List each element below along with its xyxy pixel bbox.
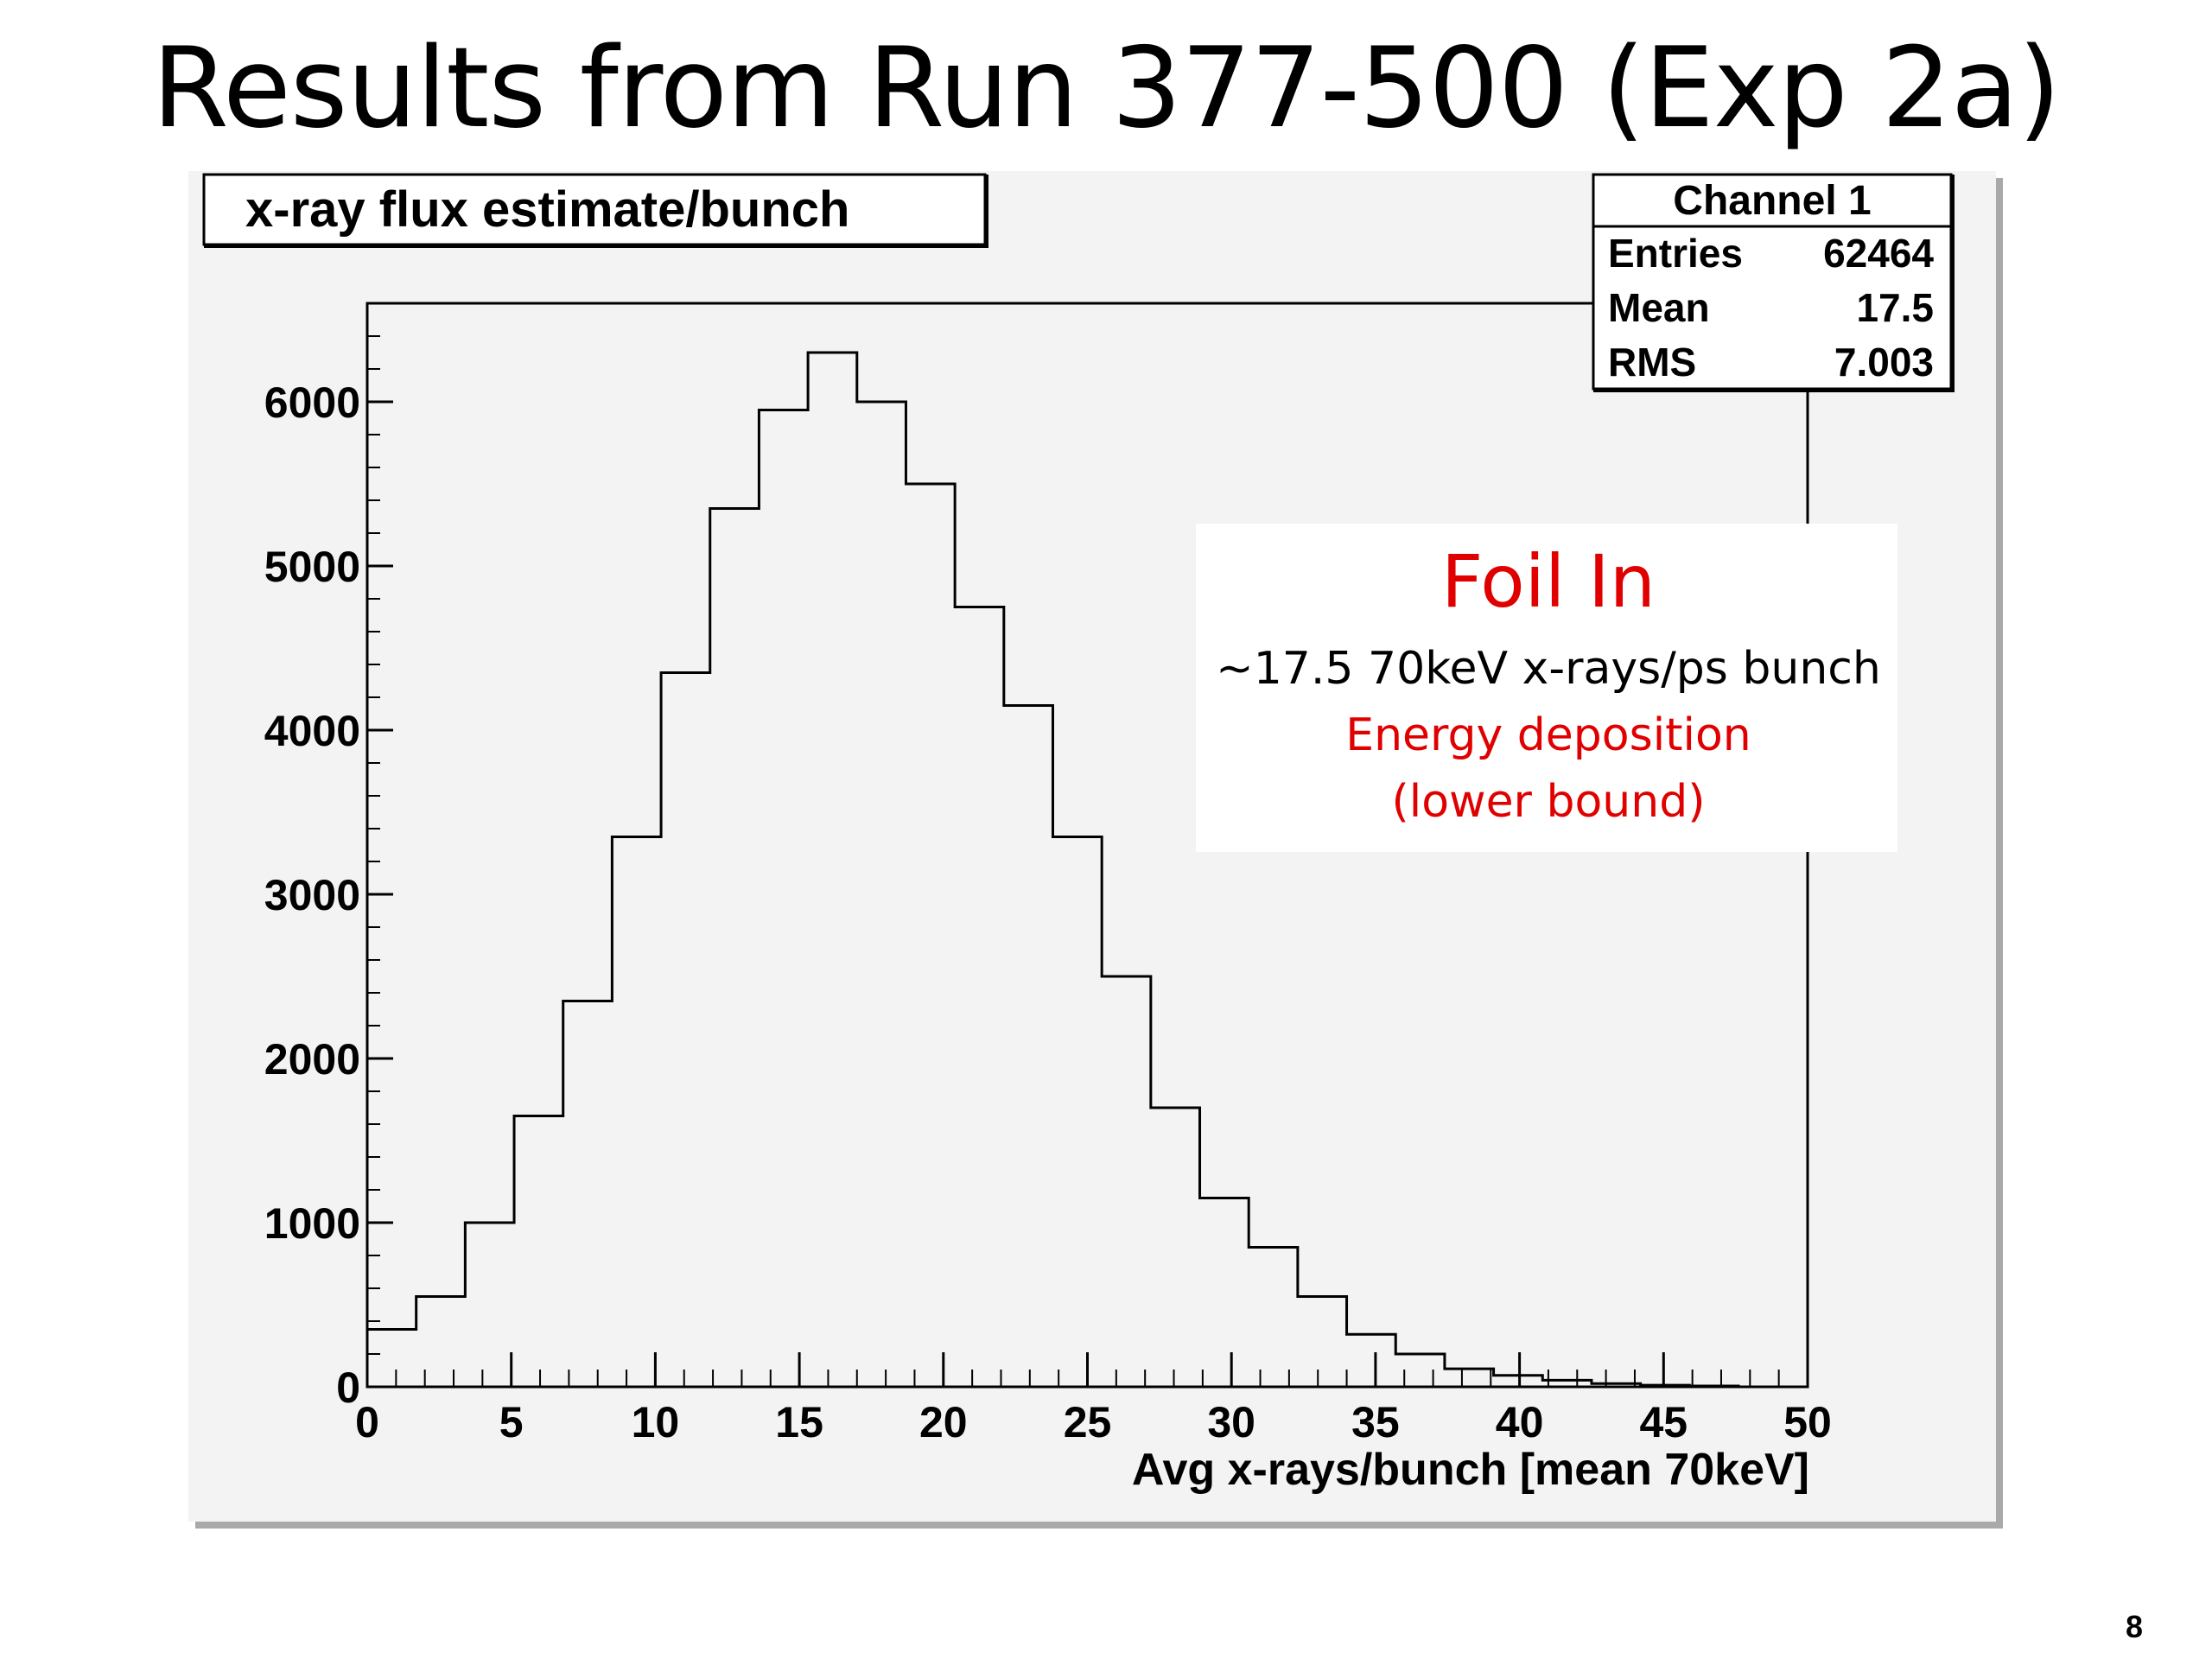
x-tick-label: 10 bbox=[632, 1398, 680, 1446]
x-tick-label: 15 bbox=[775, 1398, 823, 1446]
annotation-heading: Foil In bbox=[1441, 539, 1656, 624]
x-tick-label: 25 bbox=[1064, 1398, 1112, 1446]
histogram-title: x-ray flux estimate/bunch bbox=[245, 181, 849, 238]
page-number: 8 bbox=[2126, 1609, 2144, 1644]
x-tick-label: 20 bbox=[919, 1398, 968, 1446]
annotation-box: Foil In ~17.5 70keV x-rays/ps bunch Ener… bbox=[1196, 524, 1897, 852]
stats-label-entries: Entries bbox=[1608, 231, 1743, 276]
x-axis-label: Avg x-rays/bunch [mean 70keV] bbox=[1132, 1445, 1809, 1495]
plot-canvas: 0 1000 2000 3000 4000 5000 6000 0 5 10 15 20 25 30 35… bbox=[188, 171, 1996, 1522]
x-tick-label: 5 bbox=[499, 1398, 524, 1446]
annotation-line-3: (lower bound) bbox=[1391, 776, 1705, 828]
slide-title: Results from Run 377-500 (Exp 2a) bbox=[151, 24, 2061, 153]
stats-value-rms: 7.003 bbox=[1834, 340, 1934, 385]
y-tick-label: 6000 bbox=[264, 378, 360, 427]
stats-name: Channel 1 bbox=[1673, 178, 1871, 224]
y-tick-label: 1000 bbox=[264, 1199, 360, 1248]
histogram-series bbox=[365, 351, 1788, 1389]
stats-value-entries: 62464 bbox=[1823, 231, 1934, 276]
x-axis: 0 5 10 15 20 25 30 35 40 45 50 bbox=[355, 1352, 1832, 1446]
stats-label-mean: Mean bbox=[1608, 285, 1710, 330]
y-tick-label: 5000 bbox=[264, 543, 360, 591]
x-tick-label: 30 bbox=[1207, 1398, 1255, 1446]
y-tick-label: 0 bbox=[336, 1363, 360, 1412]
x-tick-label: 35 bbox=[1351, 1398, 1400, 1446]
x-tick-label: 50 bbox=[1783, 1398, 1832, 1446]
y-tick-label: 3000 bbox=[264, 871, 360, 919]
annotation-line-1: ~17.5 70keV x-rays/ps bunch bbox=[1216, 643, 1881, 695]
stats-value-mean: 17.5 bbox=[1856, 285, 1934, 330]
histogram-title-box: x-ray flux estimate/bunch bbox=[202, 173, 988, 248]
x-tick-label: 0 bbox=[355, 1398, 379, 1446]
stats-box: Channel 1 Entries 62464 Mean 17.5 RMS 7.… bbox=[1592, 173, 1955, 392]
y-axis: 0 1000 2000 3000 4000 5000 6000 bbox=[264, 302, 393, 1412]
x-tick-label: 45 bbox=[1639, 1398, 1688, 1446]
stats-label-rms: RMS bbox=[1608, 340, 1696, 385]
y-tick-label: 2000 bbox=[264, 1035, 360, 1084]
histogram-chart: 0 1000 2000 3000 4000 5000 6000 0 5 10 15 20 25 30 35… bbox=[202, 173, 1955, 1495]
y-tick-label: 4000 bbox=[264, 707, 360, 755]
x-tick-label: 40 bbox=[1496, 1398, 1544, 1446]
annotation-line-2: Energy deposition bbox=[1345, 709, 1751, 761]
